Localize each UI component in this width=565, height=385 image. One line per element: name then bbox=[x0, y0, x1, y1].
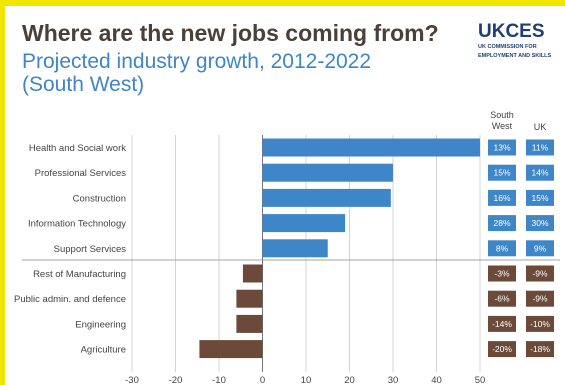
south-west-value: -20% bbox=[492, 344, 512, 354]
uk-box bbox=[526, 189, 554, 206]
x-tick-label: 20 bbox=[344, 375, 355, 385]
uk-box bbox=[526, 290, 554, 307]
uk-box bbox=[526, 139, 554, 156]
top-accent-bar bbox=[0, 0, 565, 6]
bar bbox=[199, 340, 263, 359]
south-west-box bbox=[488, 215, 516, 232]
south-west-value: 8% bbox=[496, 243, 509, 253]
bar bbox=[262, 138, 480, 157]
x-tick-label: 0 bbox=[260, 375, 265, 385]
uk-box bbox=[526, 315, 554, 332]
uk-value: 11% bbox=[532, 143, 549, 153]
south-west-box bbox=[488, 315, 516, 332]
x-tick-label: -30 bbox=[125, 375, 139, 385]
x-tick-label: 50 bbox=[475, 375, 486, 385]
south-west-value: -14% bbox=[492, 319, 512, 329]
category-label: Construction bbox=[73, 193, 126, 204]
south-west-value: 28% bbox=[493, 218, 510, 228]
bar bbox=[242, 264, 263, 283]
uk-box bbox=[526, 341, 554, 358]
category-label: Support Services bbox=[54, 244, 127, 255]
south-west-value: 16% bbox=[493, 193, 510, 203]
left-accent-bar bbox=[0, 0, 5, 385]
uk-value: 9% bbox=[534, 243, 547, 253]
south-west-box bbox=[488, 189, 516, 206]
ukces-logo: UKCES UK COMMISSION FOR EMPLOYMENT AND S… bbox=[478, 22, 558, 60]
logo-line-2: EMPLOYMENT AND SKILLS bbox=[478, 53, 552, 59]
uk-value: -10% bbox=[530, 319, 550, 329]
category-label: Engineering bbox=[75, 319, 126, 330]
category-label: Public admin. and defence bbox=[14, 294, 126, 305]
uk-value: 15% bbox=[531, 193, 548, 203]
bar bbox=[262, 239, 328, 258]
logo-wordmark: UKCES bbox=[478, 21, 545, 42]
south-west-value: -3% bbox=[494, 269, 510, 279]
uk-box bbox=[526, 164, 554, 181]
bar bbox=[262, 188, 391, 207]
south-west-value: 15% bbox=[493, 168, 510, 178]
south-west-value: -6% bbox=[494, 294, 510, 304]
uk-box bbox=[526, 265, 554, 282]
category-label: Agriculture bbox=[81, 345, 126, 356]
south-west-box bbox=[488, 265, 516, 282]
column-header-uk: UK bbox=[533, 122, 547, 132]
logo-line-1: UK COMMISSION FOR bbox=[478, 44, 537, 50]
uk-value: -18% bbox=[530, 344, 550, 354]
category-label: Health and Social work bbox=[29, 143, 126, 154]
category-label: Information Technology bbox=[28, 219, 126, 230]
category-label: Rest of Manufacturing bbox=[33, 269, 126, 280]
page-subtitle: Projected industry growth, 2012-2022 (So… bbox=[22, 50, 372, 96]
south-west-box bbox=[488, 164, 516, 181]
south-west-box bbox=[488, 240, 516, 257]
column-header-south-west: South West bbox=[490, 110, 514, 131]
south-west-value: 13% bbox=[493, 143, 510, 153]
uk-value: -9% bbox=[532, 294, 548, 304]
x-tick-label: -20 bbox=[169, 375, 183, 385]
uk-box bbox=[526, 215, 554, 232]
uk-value: 30% bbox=[531, 218, 548, 228]
uk-value: 14% bbox=[531, 168, 548, 178]
page-title: Where are the new jobs coming from? bbox=[22, 20, 439, 46]
x-tick-label: 30 bbox=[388, 375, 399, 385]
south-west-box bbox=[488, 139, 516, 156]
uk-value: -9% bbox=[532, 269, 548, 279]
x-tick-label: 10 bbox=[301, 375, 312, 385]
bar bbox=[262, 214, 346, 233]
bar bbox=[262, 163, 393, 182]
category-label: Professional Services bbox=[35, 168, 127, 179]
uk-box bbox=[526, 240, 554, 257]
south-west-box bbox=[488, 341, 516, 358]
bar bbox=[236, 289, 263, 308]
bar bbox=[236, 314, 263, 333]
x-tick-label: 40 bbox=[431, 375, 442, 385]
x-tick-label: -10 bbox=[212, 375, 226, 385]
south-west-box bbox=[488, 290, 516, 307]
